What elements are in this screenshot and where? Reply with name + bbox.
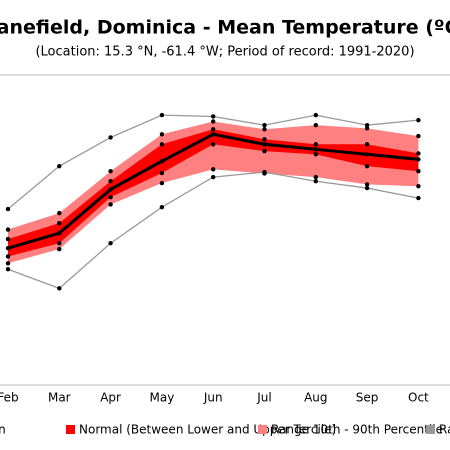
point (159, 205, 165, 210)
legend-swatch (66, 425, 75, 434)
x-tick-label: Aug (304, 391, 327, 405)
point (108, 135, 113, 140)
point (262, 122, 267, 128)
point (57, 220, 62, 226)
point (108, 202, 113, 207)
point (108, 194, 113, 200)
point (159, 158, 165, 164)
point (5, 246, 11, 251)
legend-swatch (258, 425, 267, 434)
legend-label: Mean (0, 423, 6, 437)
tercile-band (8, 129, 419, 257)
point (262, 137, 267, 142)
point (364, 182, 370, 187)
plot-border (0, 74, 450, 386)
point (416, 157, 421, 162)
point (108, 241, 113, 246)
point (262, 171, 267, 176)
point (313, 152, 318, 157)
point (108, 187, 113, 192)
point (416, 133, 421, 139)
point (364, 122, 370, 128)
x-tick-label: Mar (48, 391, 71, 405)
point (262, 127, 267, 132)
point (57, 163, 62, 169)
point (5, 267, 11, 272)
x-tick-label: Oct (408, 391, 429, 405)
legend-label: Range 10th - 90th Percentile (271, 423, 443, 437)
point (211, 167, 216, 172)
point (108, 179, 113, 184)
point (57, 246, 62, 252)
legend: Mean Normal (Between Lower and Upper Terc… (0, 423, 450, 437)
point (211, 142, 216, 147)
point (364, 163, 370, 169)
x-tick-label: Jun (203, 391, 223, 405)
point (211, 127, 216, 132)
point (364, 185, 370, 191)
x-tick-label: Apr (100, 391, 121, 405)
point (313, 147, 318, 152)
point (5, 254, 11, 259)
point (108, 168, 113, 174)
point (364, 142, 370, 147)
point (313, 179, 318, 184)
point (5, 236, 11, 242)
chart-subtitle: (Location: 15.3 °N, -61.4 °W; Period of … (35, 45, 414, 60)
point (159, 142, 165, 147)
point (416, 168, 421, 174)
point (211, 174, 216, 180)
point (159, 112, 165, 118)
point (211, 119, 216, 124)
point (262, 148, 267, 154)
x-tick-label: Feb (0, 391, 19, 405)
legend-label: Normal (Between Lower and Upper Tercile) (79, 423, 336, 437)
point (313, 112, 318, 118)
point (211, 132, 216, 137)
x-tick-label: May (149, 391, 174, 405)
point (313, 142, 318, 147)
legend-label: Range Min - Max (439, 423, 450, 437)
point (416, 117, 421, 123)
point (416, 184, 421, 189)
point (57, 230, 62, 236)
point (5, 261, 11, 266)
point (313, 122, 318, 128)
percentile-band (8, 121, 419, 264)
point (416, 195, 421, 201)
point (57, 241, 62, 246)
legend-swatch (426, 425, 435, 434)
point (262, 142, 267, 147)
point (313, 174, 318, 180)
point (57, 286, 62, 291)
point (416, 151, 421, 156)
chart-title: Canefield, Dominica - Mean Temperature (… (0, 17, 450, 39)
x-tick-label: Jul (256, 391, 271, 405)
point (5, 206, 11, 212)
point (57, 210, 62, 216)
plot-area (5, 112, 421, 291)
point (211, 114, 216, 119)
point (5, 227, 11, 232)
point (159, 170, 165, 176)
point (364, 152, 370, 157)
point (159, 180, 165, 186)
point (364, 126, 370, 131)
x-tick-label: Sep (356, 391, 379, 405)
point (159, 132, 165, 137)
